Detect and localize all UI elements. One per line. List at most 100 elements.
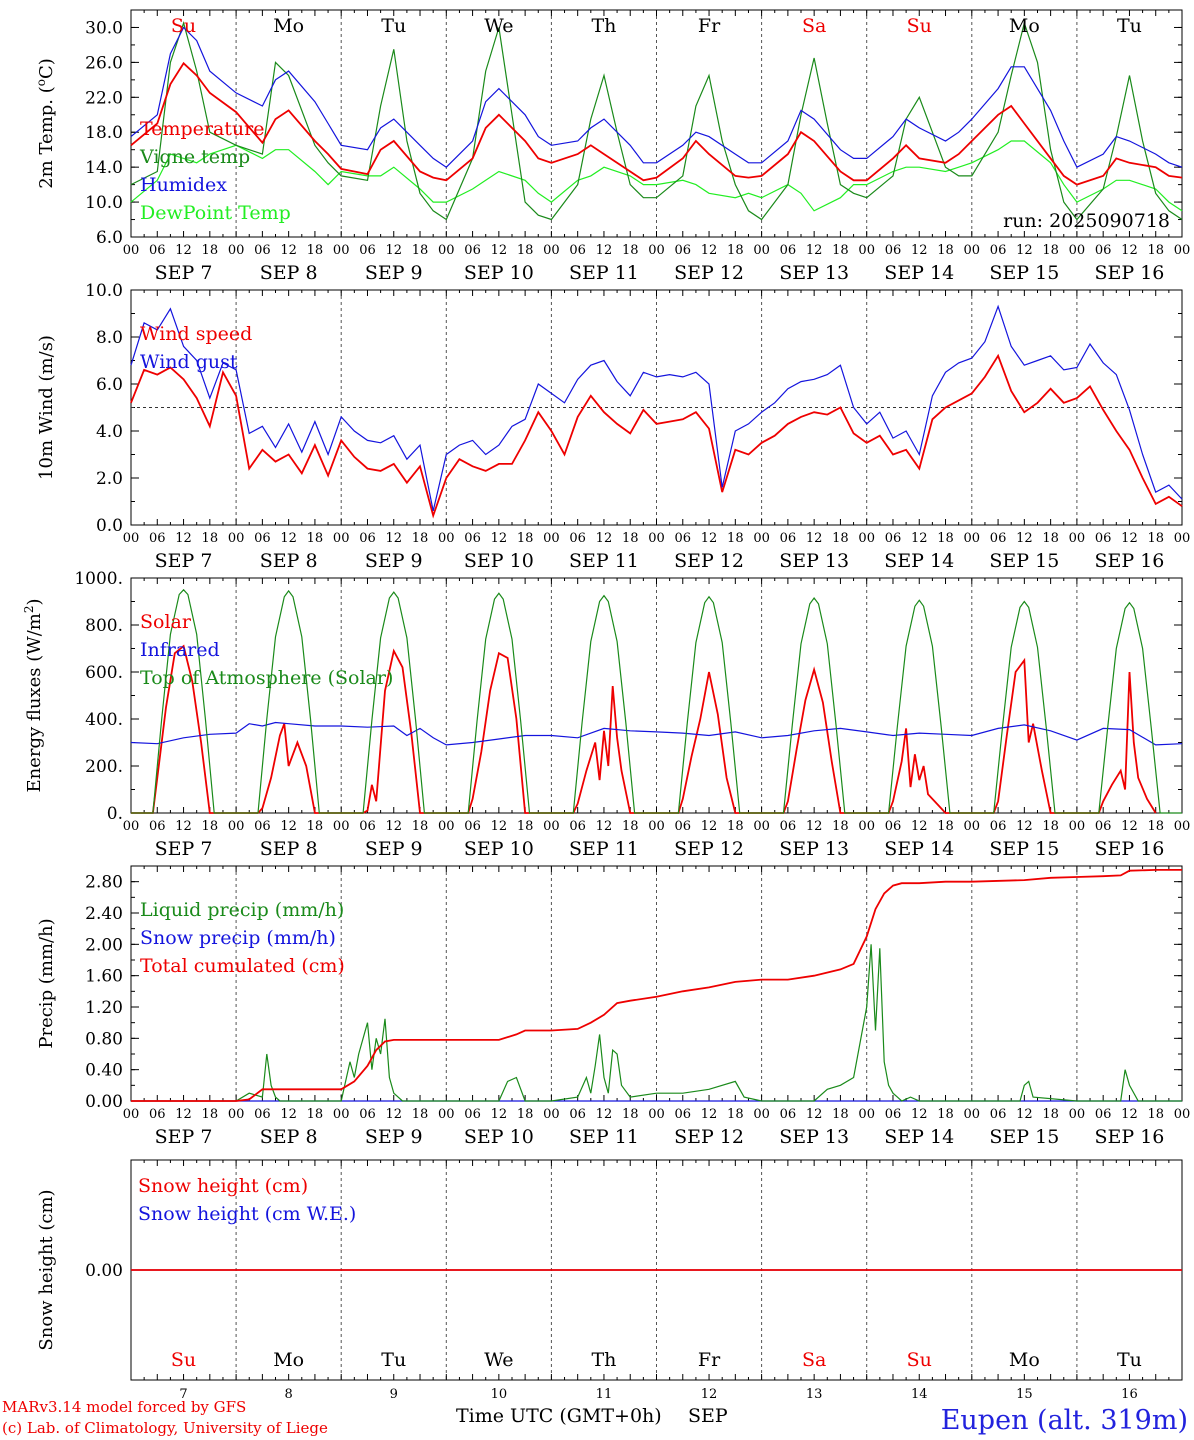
hour-tick-label: 18 — [412, 819, 429, 834]
date-label: SEP 9 — [365, 550, 423, 572]
y-tick-label: 2.80 — [85, 873, 123, 893]
hour-tick-label: 00 — [858, 819, 875, 834]
hour-tick-label: 06 — [569, 1107, 586, 1122]
hour-tick-label: 18 — [832, 819, 849, 834]
day-of-week-label: Sa — [802, 1349, 826, 1371]
y-tick-label: 18.0 — [85, 123, 123, 143]
hour-tick-label: 00 — [333, 819, 350, 834]
hour-tick-label: 12 — [1121, 531, 1138, 546]
hour-tick-label: 06 — [254, 243, 271, 258]
hour-tick-label: 12 — [701, 243, 718, 258]
hour-tick-label: 06 — [675, 243, 692, 258]
chart-panel-2: 0.0 2.0 4.0 6.0 8.0 10.0 10m Wind (m/s) Wind sp… — [36, 281, 1190, 572]
hour-tick-label: 18 — [1147, 531, 1164, 546]
hour-tick-label: 18 — [622, 819, 639, 834]
hour-tick-label: 18 — [937, 819, 954, 834]
date-label: SEP 10 — [464, 838, 534, 860]
hour-tick-label: 00 — [333, 1107, 350, 1122]
hour-tick-label: 12 — [806, 243, 823, 258]
hour-tick-label: 12 — [385, 531, 402, 546]
hour-tick-label: 00 — [543, 531, 560, 546]
hour-tick-label: 00 — [333, 531, 350, 546]
hour-tick-label: 06 — [149, 819, 166, 834]
hour-tick-label: 18 — [412, 531, 429, 546]
legend-entry: Snow precip (mm/h) — [140, 927, 336, 949]
hour-tick-label: 18 — [202, 819, 219, 834]
day-of-week-label: Tu — [381, 1349, 406, 1371]
day-of-week-label: We — [484, 15, 513, 37]
date-label: SEP 9 — [365, 262, 423, 284]
hour-tick-label: 12 — [1121, 819, 1138, 834]
hour-tick-label: 00 — [1174, 243, 1191, 258]
day-number-label: 7 — [179, 1387, 187, 1402]
hour-tick-label: 00 — [543, 1107, 560, 1122]
hour-tick-label: 06 — [990, 243, 1007, 258]
hour-tick-label: 12 — [701, 819, 718, 834]
hour-tick-label: 06 — [464, 243, 481, 258]
hour-tick-label: 18 — [937, 1107, 954, 1122]
hour-tick-label: 06 — [359, 819, 376, 834]
legend-entry: Total cumulated (cm) — [140, 955, 345, 977]
series-line-wind-speed — [130, 353, 1183, 519]
hour-tick-label: 18 — [202, 1107, 219, 1122]
hour-tick-label: 06 — [885, 531, 902, 546]
series-line-total-cumulated-cm- — [131, 869, 1182, 1102]
hour-tick-label: 00 — [1174, 1107, 1191, 1122]
hour-tick-label: 12 — [1121, 1107, 1138, 1122]
hour-tick-label: 00 — [543, 243, 560, 258]
y-tick-label: 0.0 — [96, 516, 123, 536]
hour-tick-label: 12 — [175, 531, 192, 546]
hour-tick-label: 00 — [123, 243, 140, 258]
day-of-week-label: Fr — [698, 1349, 721, 1371]
day-number-label: 9 — [390, 1387, 398, 1402]
date-label: SEP 13 — [779, 262, 849, 284]
y-tick-label: 2.40 — [85, 904, 123, 924]
day-of-week-label: Fr — [698, 15, 721, 37]
hour-tick-label: 06 — [464, 819, 481, 834]
hour-tick-label: 12 — [280, 243, 297, 258]
hour-tick-label: 12 — [911, 819, 928, 834]
hour-tick-label: 00 — [1069, 243, 1086, 258]
hour-tick-label: 06 — [885, 819, 902, 834]
hour-tick-label: 00 — [858, 1107, 875, 1122]
hour-tick-label: 12 — [385, 819, 402, 834]
legend-entry: Liquid precip (mm/h) — [140, 899, 344, 921]
hour-tick-label: 00 — [1069, 819, 1086, 834]
date-label: SEP 15 — [989, 838, 1059, 860]
hour-tick-label: 12 — [280, 531, 297, 546]
y-tick-label: 22.0 — [85, 88, 123, 108]
hour-tick-label: 12 — [491, 243, 508, 258]
hour-tick-label: 18 — [202, 531, 219, 546]
day-number-label: 11 — [596, 1387, 613, 1402]
hour-tick-label: 00 — [964, 819, 981, 834]
hour-tick-label: 18 — [937, 531, 954, 546]
y-tick-label: 800. — [85, 616, 123, 636]
hour-tick-label: 18 — [832, 1107, 849, 1122]
hour-tick-label: 00 — [228, 1107, 245, 1122]
legend-entry: Snow height (cm W.E.) — [138, 1203, 356, 1225]
y-tick-label: 6.0 — [96, 228, 123, 248]
hour-tick-label: 06 — [569, 531, 586, 546]
hour-tick-label: 06 — [464, 531, 481, 546]
series-line-temperature — [130, 61, 1183, 186]
hour-tick-label: 06 — [675, 819, 692, 834]
y-tick-label: 0.40 — [85, 1061, 123, 1081]
hour-tick-label: 18 — [1147, 1107, 1164, 1122]
hour-tick-label: 12 — [806, 819, 823, 834]
series-line-liquid-precip-mm-h- — [131, 944, 1182, 1102]
legend-entry: Infrared — [140, 639, 220, 661]
hour-tick-label: 00 — [438, 1107, 455, 1122]
station-title: Eupen (alt. 319m) — [940, 1405, 1188, 1436]
date-label: SEP 15 — [989, 550, 1059, 572]
hour-tick-label: 18 — [1042, 819, 1059, 834]
y-tick-label: 14.0 — [85, 158, 123, 178]
hour-tick-label: 00 — [858, 531, 875, 546]
hour-tick-label: 00 — [228, 819, 245, 834]
date-label: SEP 14 — [884, 1126, 954, 1148]
hour-tick-label: 00 — [648, 1107, 665, 1122]
y-tick-label: 0.00 — [85, 1261, 123, 1281]
hour-tick-label: 12 — [701, 1107, 718, 1122]
hour-tick-label: 18 — [517, 531, 534, 546]
hour-tick-label: 12 — [1016, 243, 1033, 258]
